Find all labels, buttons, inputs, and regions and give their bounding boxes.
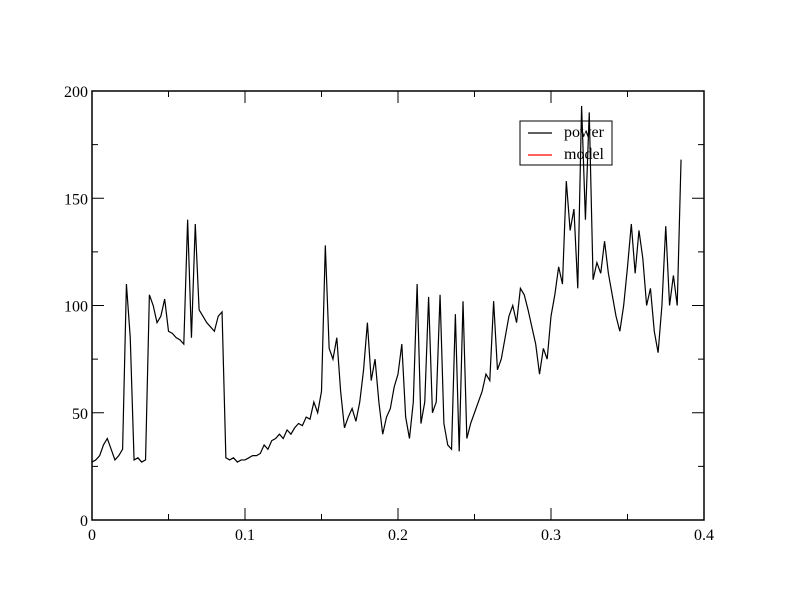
x-tick-label: 0 [88, 527, 96, 544]
x-tick-label: 0.2 [388, 527, 408, 544]
x-tick-label: 0.3 [541, 527, 561, 544]
y-tick-label: 0 [80, 513, 88, 530]
y-tick-label: 100 [64, 299, 88, 316]
legend [519, 120, 613, 166]
legend-label: model [564, 146, 605, 163]
legend-label: power [564, 124, 605, 141]
y-tick-label: 150 [64, 191, 88, 208]
y-tick-label: 200 [64, 84, 88, 101]
series-line [91, 105, 682, 463]
x-tick-label: 0.4 [694, 527, 714, 544]
y-tick-label: 50 [72, 406, 88, 423]
x-tick-label: 0.1 [235, 527, 255, 544]
legend-box [519, 120, 613, 166]
